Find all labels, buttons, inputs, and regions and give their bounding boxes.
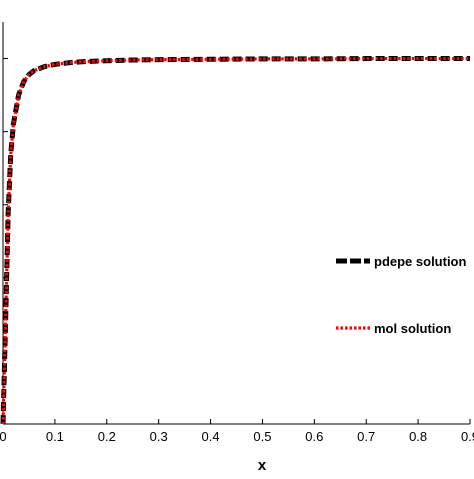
x-tick-label: 0.7 — [357, 429, 375, 444]
legend-label: mol solution — [374, 321, 451, 336]
mol-solution-line — [1, 56, 470, 425]
x-tick-label: 0.9 — [461, 429, 474, 444]
x-tick-label: 0 — [0, 429, 7, 444]
x-tick-label: 0.3 — [150, 429, 168, 444]
x-tick-label: 0.4 — [202, 429, 220, 444]
series-layer — [0, 56, 470, 425]
x-tick-label: 0.6 — [305, 429, 323, 444]
legend: pdepe solution mol solution — [336, 254, 467, 336]
x-tick-label: 0.5 — [253, 429, 271, 444]
pdepe-solution-line — [0, 56, 470, 425]
x-axis-label: x — [258, 457, 267, 474]
legend-label: pdepe solution — [374, 254, 467, 269]
x-tick-label: 0.8 — [409, 429, 427, 444]
x-tick-label: 0.1 — [46, 429, 64, 444]
axes: 0 0.1 0.2 0.3 0.4 0.5 0.6 0.7 0.8 0.9 — [0, 22, 474, 444]
x-tick-label: 0.2 — [98, 429, 116, 444]
